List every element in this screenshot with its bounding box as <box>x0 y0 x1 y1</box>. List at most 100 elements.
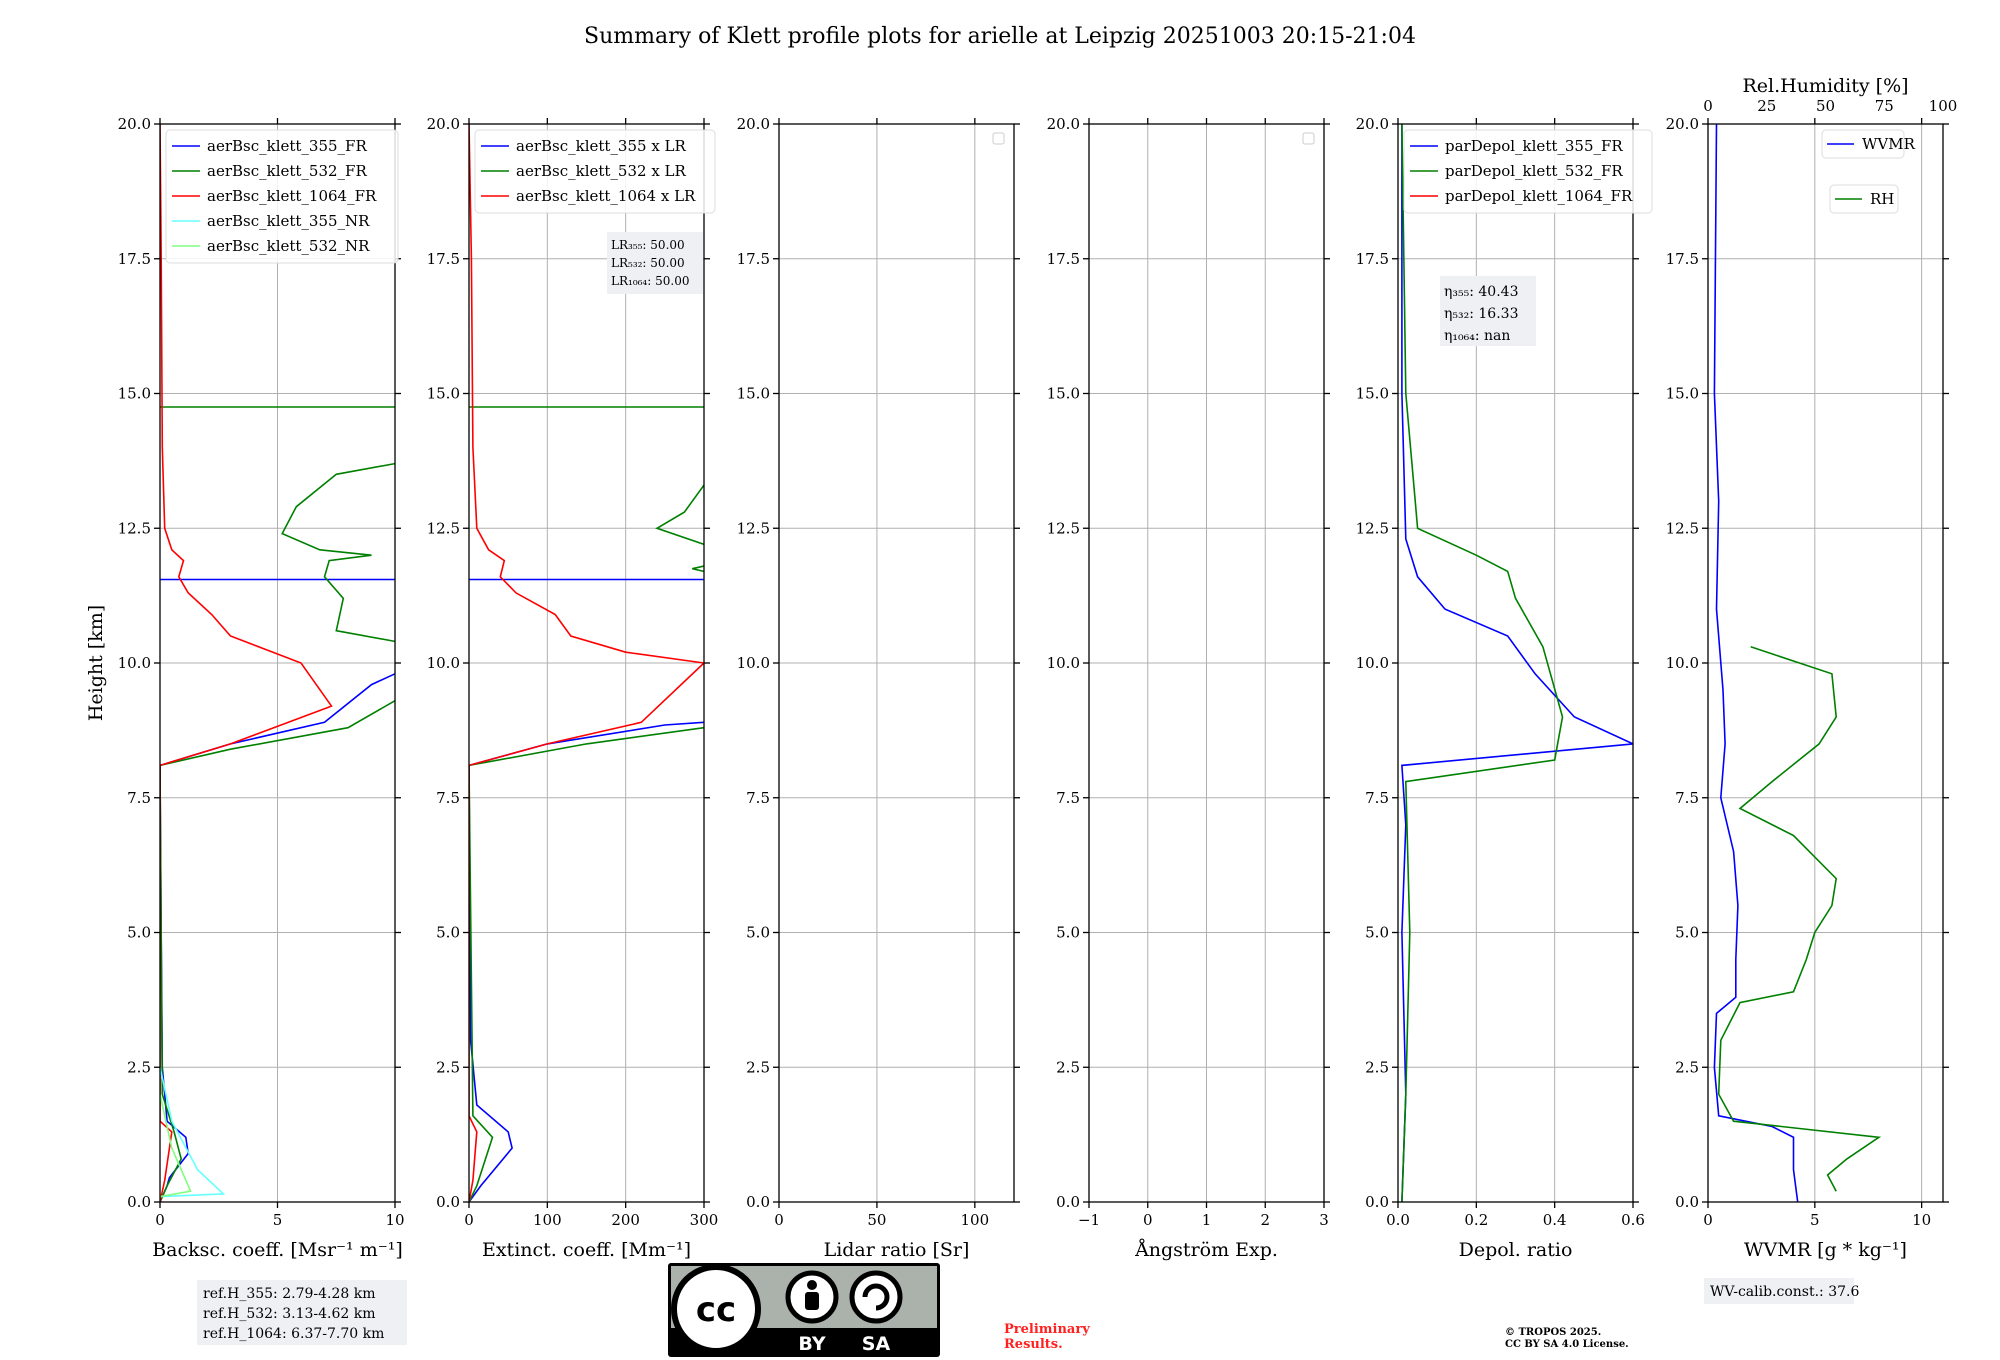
y-tick-label: 20.0 <box>1356 115 1389 133</box>
legend-label: aerBsc_klett_1064_FR <box>207 187 377 205</box>
x-axis-label: WVMR [g * kg⁻¹] <box>1744 1239 1907 1261</box>
y-tick-label: 0.0 <box>1365 1193 1389 1211</box>
sa-arrow-arc <box>862 1283 890 1311</box>
y-tick-label: 12.5 <box>1666 519 1699 537</box>
ref-box-bg <box>197 1280 407 1345</box>
x-tick-label: 10 <box>1912 1211 1931 1229</box>
legend-box <box>1829 184 1899 214</box>
x-tick-label: 0 <box>1143 1211 1153 1229</box>
top-x-tick-label: 100 <box>1929 97 1958 115</box>
series-aerBsc_klett_532_FR_cirrus <box>281 462 395 643</box>
y-tick-label: 7.5 <box>127 789 151 807</box>
x-tick-label: 0 <box>155 1211 165 1229</box>
empty-legend-box <box>1302 132 1315 145</box>
by-person-body <box>805 1292 819 1310</box>
panel-bsc: 0 5 10 0.0 2.5 5.0 7.5 10.0 12.5 15.0 17.5 20.0 Back… <box>85 115 405 1261</box>
y-tick-label: 20.0 <box>118 115 151 133</box>
x-tick-label: 2 <box>1260 1211 1270 1229</box>
wv-calib-box: WV-calib.const.: 37.6 <box>1704 1278 1859 1304</box>
x-tick-label: 50 <box>867 1211 886 1229</box>
y-tick-label: 15.0 <box>118 385 151 403</box>
legend-label: parDepol_klett_532_FR <box>1445 162 1623 180</box>
eta-box <box>1440 276 1536 346</box>
legend-label: aerBsc_klett_355_NR <box>207 212 370 230</box>
x-tick-label: 0.6 <box>1621 1211 1645 1229</box>
x-axis-label: Extinct. coeff. [Mm⁻¹] <box>482 1239 691 1261</box>
y-tick-label: 15.0 <box>737 385 770 403</box>
y-tick-label: 2.5 <box>746 1058 770 1076</box>
figure-title: Summary of Klett profile plots for ariel… <box>584 24 1416 49</box>
y-tick-label: 2.5 <box>1675 1058 1699 1076</box>
y-tick-label: 0.0 <box>127 1193 151 1211</box>
series-aerBsc_klett_532_FR <box>160 700 395 1202</box>
y-tick-label: 10.0 <box>1356 654 1389 672</box>
lr-value: LR₅₃₂: 50.00 <box>611 256 685 270</box>
legend-label: parDepol_klett_1064_FR <box>1445 187 1633 205</box>
ref-h-355: ref.H_355: 2.79-4.28 km <box>203 1286 376 1302</box>
y-tick-label: 15.0 <box>1666 385 1699 403</box>
y-tick-label: 10.0 <box>737 654 770 672</box>
y-tick-label: 12.5 <box>1047 519 1080 537</box>
series-RH <box>1717 646 1882 1192</box>
top-x-tick-label: 50 <box>1816 97 1835 115</box>
series-WVMR <box>1713 124 1799 1202</box>
lr-value: LR₁₀₆₄: 50.00 <box>611 274 689 288</box>
y-tick-label: 5.0 <box>1056 924 1080 942</box>
wv-calib-const: WV-calib.const.: 37.6 <box>1710 1284 1859 1300</box>
x-tick-label: 5 <box>1810 1211 1820 1229</box>
legend-label: aerBsc_klett_532 x LR <box>516 162 687 180</box>
eta-value: η₁₀₆₄: nan <box>1444 328 1510 344</box>
y-tick-label: 10.0 <box>1666 654 1699 672</box>
x-tick-label: −1 <box>1078 1211 1100 1229</box>
y-tick-label: 7.5 <box>1675 789 1699 807</box>
legend-label: aerBsc_klett_1064 x LR <box>516 187 696 205</box>
x-tick-label: 100 <box>533 1211 562 1229</box>
legend-box <box>474 129 716 214</box>
y-tick-label: 7.5 <box>436 789 460 807</box>
series-dep_532 <box>1401 124 1564 1202</box>
x-tick-label: 0 <box>464 1211 474 1229</box>
y-tick-label: 17.5 <box>1047 250 1080 268</box>
y-tick-label: 20.0 <box>427 115 460 133</box>
axes-frame <box>778 123 1015 1203</box>
axes-frame <box>1088 123 1325 1203</box>
series-aerBsc_klett_532_NR <box>160 1094 192 1198</box>
y-tick-label: 2.5 <box>1056 1058 1080 1076</box>
y-tick-label: 12.5 <box>427 519 460 537</box>
y-tick-label: 5.0 <box>436 924 460 942</box>
legend-label: parDepol_klett_355_FR <box>1445 137 1623 155</box>
panel-ext: 0 100 200 300 0.0 2.5 5.0 7.5 10.0 12.5 15.0 17.5 20… <box>427 115 719 1261</box>
y-tick-label: 17.5 <box>427 250 460 268</box>
x-tick-label: 0.0 <box>1386 1211 1410 1229</box>
x-tick-label: 100 <box>961 1211 990 1229</box>
y-tick-label: 17.5 <box>1356 250 1389 268</box>
series-ext_532_cirrus2 <box>655 484 704 546</box>
x-tick-label: 0 <box>1703 1211 1713 1229</box>
copyright-note: © TROPOS 2025. CC BY SA 4.0 License. <box>1505 1327 1629 1350</box>
y-tick-label: 10.0 <box>118 654 151 672</box>
y-tick-label: 0.0 <box>1056 1193 1080 1211</box>
legend-box <box>1821 129 1905 159</box>
y-tick-label: 2.5 <box>127 1058 151 1076</box>
sa-share-icon <box>849 1270 903 1324</box>
y-tick-label: 5.0 <box>1365 924 1389 942</box>
y-tick-label: 7.5 <box>1365 789 1389 807</box>
cc-letters: cc <box>696 1290 736 1330</box>
lr-value: LR₃₅₅: 50.00 <box>611 238 685 252</box>
axes-frame <box>1707 123 1944 1203</box>
legend-box <box>165 129 399 264</box>
ref-height-box: ref.H_355: 2.79-4.28 km ref.H_532: 3.13-… <box>197 1280 407 1345</box>
legend-label: aerBsc_klett_355_FR <box>207 137 367 155</box>
x-tick-label: 3 <box>1319 1211 1329 1229</box>
series-aerBsc_klett_355_NR <box>160 1067 226 1198</box>
legend-label: aerBsc_klett_532_NR <box>207 237 370 255</box>
empty-legend-box <box>992 132 1005 145</box>
y-tick-label: 0.0 <box>1675 1193 1699 1211</box>
y-tick-label: 5.0 <box>1675 924 1699 942</box>
y-tick-label: 12.5 <box>1356 519 1389 537</box>
ref-h-532: ref.H_532: 3.13-4.62 km <box>203 1306 376 1322</box>
x-tick-label: 200 <box>611 1211 640 1229</box>
y-tick-label: 17.5 <box>1666 250 1699 268</box>
y-tick-label: 20.0 <box>1666 115 1699 133</box>
